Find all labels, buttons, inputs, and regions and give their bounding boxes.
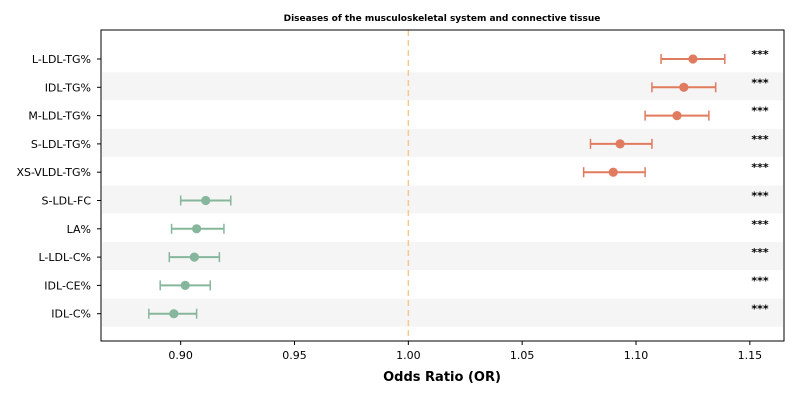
significance-label: *** [751, 274, 769, 287]
x-tick-label: 0.90 [168, 349, 193, 362]
significance-label: *** [751, 161, 769, 174]
forest-row: S-LDL-TG% *** [31, 133, 769, 151]
significance-label: *** [751, 246, 769, 259]
x-tick-label: 0.95 [282, 349, 307, 362]
row-band [102, 298, 783, 327]
forest-row: LA% *** [67, 218, 769, 236]
row-label: L-LDL-C% [38, 251, 91, 264]
row-label: M-LDL-TG% [28, 110, 91, 123]
forest-row: S-LDL-FC *** [42, 190, 769, 208]
significance-label: *** [751, 76, 769, 89]
row-label: L-LDL-TG% [32, 53, 91, 66]
forest-row: L-LDL-C% *** [38, 246, 768, 264]
x-tick-label: 1.10 [624, 349, 649, 362]
data-rows: L-LDL-TG% ***IDL-TG% ***M-LDL-TG% ***S-LDL-… [16, 48, 768, 321]
significance-label: *** [751, 48, 769, 61]
or-point [608, 167, 618, 177]
significance-label: *** [751, 303, 769, 316]
forest-row: IDL-CE% *** [44, 274, 769, 292]
row-band [102, 128, 783, 157]
row-label: S-LDL-TG% [31, 138, 91, 151]
or-point [180, 280, 190, 290]
row-label: LA% [67, 223, 91, 236]
row-label: IDL-CE% [44, 279, 91, 292]
row-label: IDL-C% [51, 308, 91, 321]
row-bands [102, 72, 783, 327]
row-label: S-LDL-FC [42, 195, 92, 208]
or-point [615, 139, 625, 149]
forest-row: XS-VLDL-TG% *** [16, 161, 768, 179]
forest-row: M-LDL-TG% *** [28, 105, 769, 123]
or-point [192, 224, 202, 234]
x-tick-label: 1.05 [510, 349, 535, 362]
chart-title: Diseases of the musculoskeletal system a… [284, 14, 601, 24]
forest-row: L-LDL-TG% *** [32, 48, 769, 66]
plot-frame [100, 29, 785, 342]
forest-row: IDL-C% *** [51, 303, 769, 321]
x-axis-ticks: 0.90 0.95 1.00 1.05 1.10 1.15 [168, 341, 762, 362]
x-tick-label: 1.00 [396, 349, 421, 362]
row-label: IDL-TG% [45, 81, 91, 94]
x-tick-label: 1.15 [738, 349, 763, 362]
or-point [688, 54, 698, 64]
or-point [201, 195, 211, 206]
significance-label: *** [751, 190, 769, 203]
significance-label: *** [751, 105, 769, 118]
or-point [672, 111, 682, 121]
or-point [189, 252, 199, 262]
or-point [169, 309, 179, 319]
significance-label: *** [751, 218, 769, 231]
x-axis-label: Odds Ratio (OR) [383, 370, 501, 385]
significance-label: *** [751, 133, 769, 146]
forest-row: IDL-TG% *** [45, 76, 769, 94]
or-point [679, 82, 689, 92]
row-label: XS-VLDL-TG% [16, 166, 91, 179]
